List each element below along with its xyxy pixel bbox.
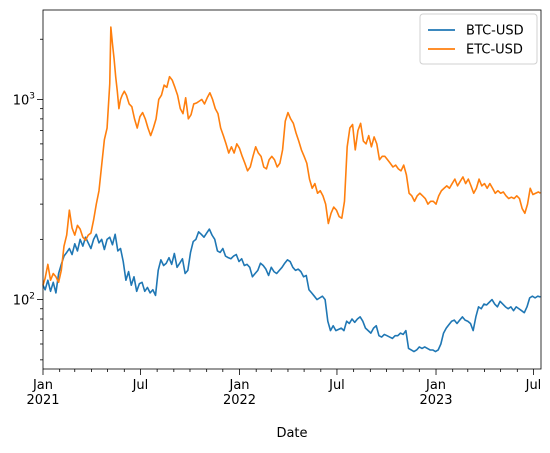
x-tick-label: Jul xyxy=(132,378,149,393)
plot-frame xyxy=(42,9,542,370)
x-tick-year-label: 2023 xyxy=(419,393,452,408)
x-tick-label: Jan xyxy=(228,378,249,393)
legend-label-etc: ETC-USD xyxy=(466,43,523,58)
y-minor-ticks xyxy=(40,38,43,361)
x-axis-label: Date xyxy=(276,426,307,441)
x-tick-label: Jul xyxy=(328,378,345,393)
x-minor-ticks xyxy=(59,369,518,372)
legend-box xyxy=(419,13,538,65)
x-tick-label: Jan xyxy=(425,378,446,393)
series-layer xyxy=(42,26,541,353)
legend: BTC-USD ETC-USD xyxy=(419,13,538,65)
x-tick-label: Jan xyxy=(32,378,53,393)
x-tick-label: Jul xyxy=(525,378,542,393)
y-tick-label: 102 xyxy=(13,292,35,309)
x-tick-year-label: 2022 xyxy=(223,393,256,408)
x-tick-year-label: 2021 xyxy=(26,393,59,408)
legend-label-btc: BTC-USD xyxy=(466,24,524,39)
y-axis: 102 103 xyxy=(13,91,43,309)
series-line-etc-usd xyxy=(42,26,541,286)
y-tick-label: 103 xyxy=(13,91,35,108)
series-line-btc-usd xyxy=(42,228,541,353)
